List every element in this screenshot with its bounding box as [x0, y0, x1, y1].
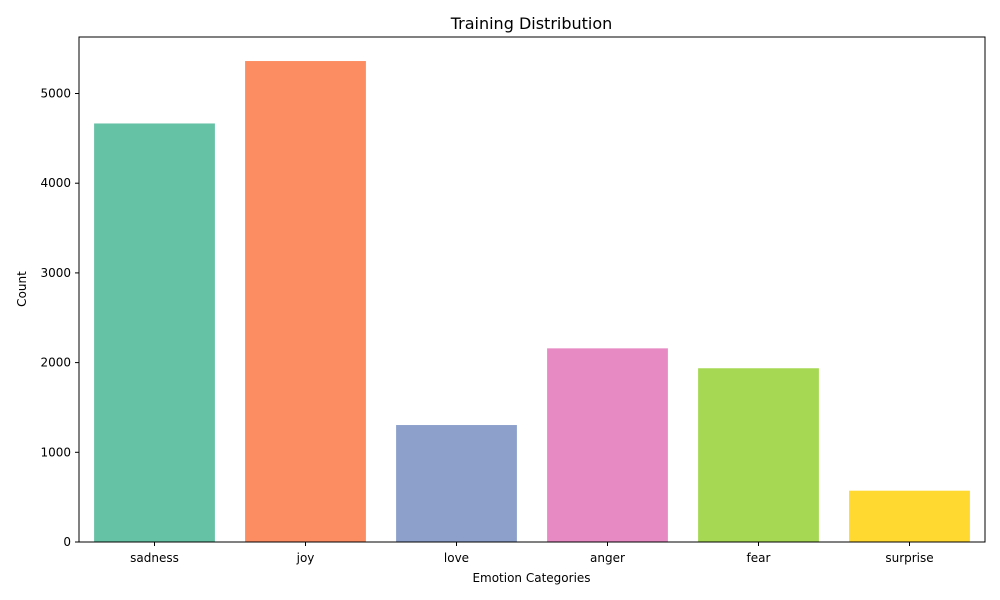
- axes-frame: [78, 36, 986, 543]
- y-tick-label: 5000: [40, 87, 71, 101]
- y-axis-ticks: 0 1000 2000 3000 4000 5000: [40, 87, 79, 549]
- x-tick-label: anger: [590, 551, 625, 565]
- bar-sadness: [94, 123, 215, 542]
- y-tick-label: 0: [63, 535, 71, 549]
- y-axis-label: Count: [15, 271, 29, 307]
- y-tick-label: 3000: [40, 266, 71, 280]
- y-tick-label: 4000: [40, 176, 71, 190]
- bar-joy: [245, 61, 366, 543]
- bar-surprise: [849, 490, 970, 542]
- x-tick-label: fear: [747, 551, 771, 565]
- bar-anger: [547, 348, 668, 542]
- y-tick-label: 2000: [40, 356, 71, 370]
- x-tick-label: sadness: [130, 551, 179, 565]
- bar-love: [396, 425, 517, 542]
- chart-title: Training Distribution: [450, 14, 613, 33]
- x-tick-label: surprise: [885, 551, 933, 565]
- x-axis-label: Emotion Categories: [472, 571, 590, 585]
- y-tick-label: 1000: [40, 445, 71, 459]
- x-axis-ticks: sadness joy love anger fear surprise: [130, 542, 934, 565]
- bar-fear: [698, 368, 819, 542]
- x-tick-label: love: [444, 551, 469, 565]
- bars-group: [94, 61, 970, 543]
- x-tick-label: joy: [296, 551, 315, 565]
